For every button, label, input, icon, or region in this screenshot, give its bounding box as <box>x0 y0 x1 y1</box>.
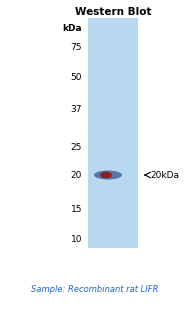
Text: 10: 10 <box>70 235 82 244</box>
Ellipse shape <box>94 171 122 180</box>
Text: kDa: kDa <box>62 24 82 33</box>
Text: 75: 75 <box>70 44 82 53</box>
Text: Western Blot: Western Blot <box>75 7 151 17</box>
Ellipse shape <box>100 171 112 178</box>
Text: 37: 37 <box>70 105 82 115</box>
Bar <box>88 18 138 248</box>
Text: 20: 20 <box>71 171 82 180</box>
Text: 25: 25 <box>71 143 82 153</box>
Text: 20kDa: 20kDa <box>150 171 179 180</box>
Text: Sample: Recombinant rat LIFR: Sample: Recombinant rat LIFR <box>31 286 159 294</box>
Text: 15: 15 <box>70 205 82 214</box>
Text: 50: 50 <box>70 74 82 83</box>
